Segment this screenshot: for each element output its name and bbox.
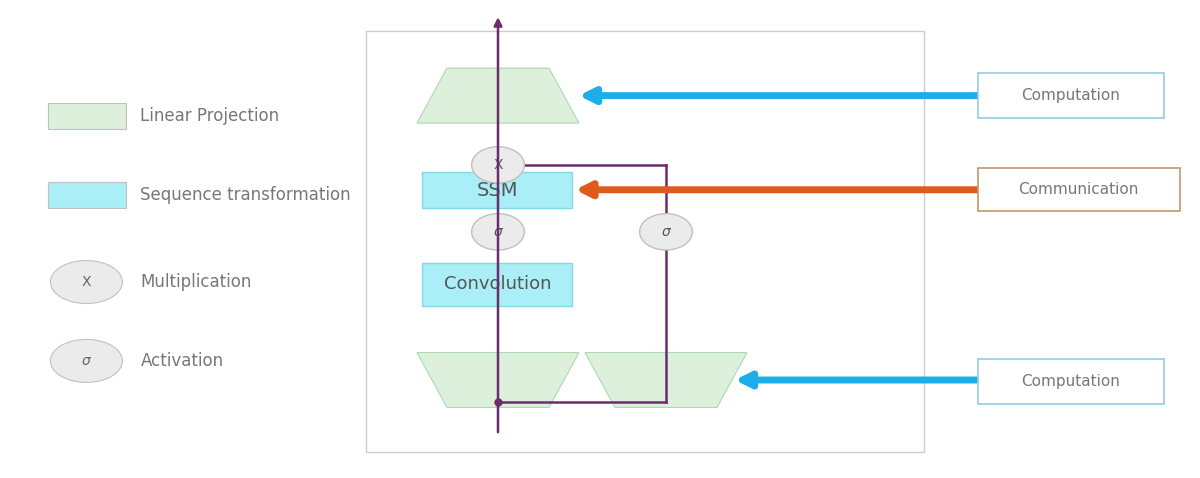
Text: Linear Projection: Linear Projection — [140, 107, 280, 125]
Text: Communication: Communication — [1019, 182, 1139, 197]
Text: σ: σ — [493, 225, 503, 239]
Text: Sequence transformation: Sequence transformation — [140, 186, 352, 204]
Text: X: X — [82, 275, 91, 289]
Text: Activation: Activation — [140, 352, 223, 370]
Text: Convolution: Convolution — [444, 275, 551, 293]
Text: X: X — [493, 158, 503, 172]
FancyBboxPatch shape — [422, 263, 572, 306]
Text: Computation: Computation — [1021, 374, 1121, 389]
Ellipse shape — [472, 214, 524, 250]
FancyBboxPatch shape — [978, 358, 1164, 404]
Polygon shape — [586, 353, 748, 407]
Ellipse shape — [640, 214, 692, 250]
Ellipse shape — [50, 261, 122, 304]
Polygon shape — [418, 353, 580, 407]
FancyBboxPatch shape — [48, 182, 126, 208]
FancyBboxPatch shape — [366, 31, 924, 452]
FancyBboxPatch shape — [48, 103, 126, 129]
FancyBboxPatch shape — [422, 172, 572, 208]
Ellipse shape — [50, 339, 122, 382]
FancyBboxPatch shape — [978, 73, 1164, 118]
Text: σ: σ — [82, 354, 91, 368]
Text: SSM: SSM — [476, 181, 518, 199]
Text: Computation: Computation — [1021, 88, 1121, 103]
Text: Multiplication: Multiplication — [140, 273, 252, 291]
FancyBboxPatch shape — [978, 168, 1180, 211]
Text: σ: σ — [661, 225, 671, 239]
Ellipse shape — [472, 147, 524, 183]
Polygon shape — [418, 68, 580, 123]
